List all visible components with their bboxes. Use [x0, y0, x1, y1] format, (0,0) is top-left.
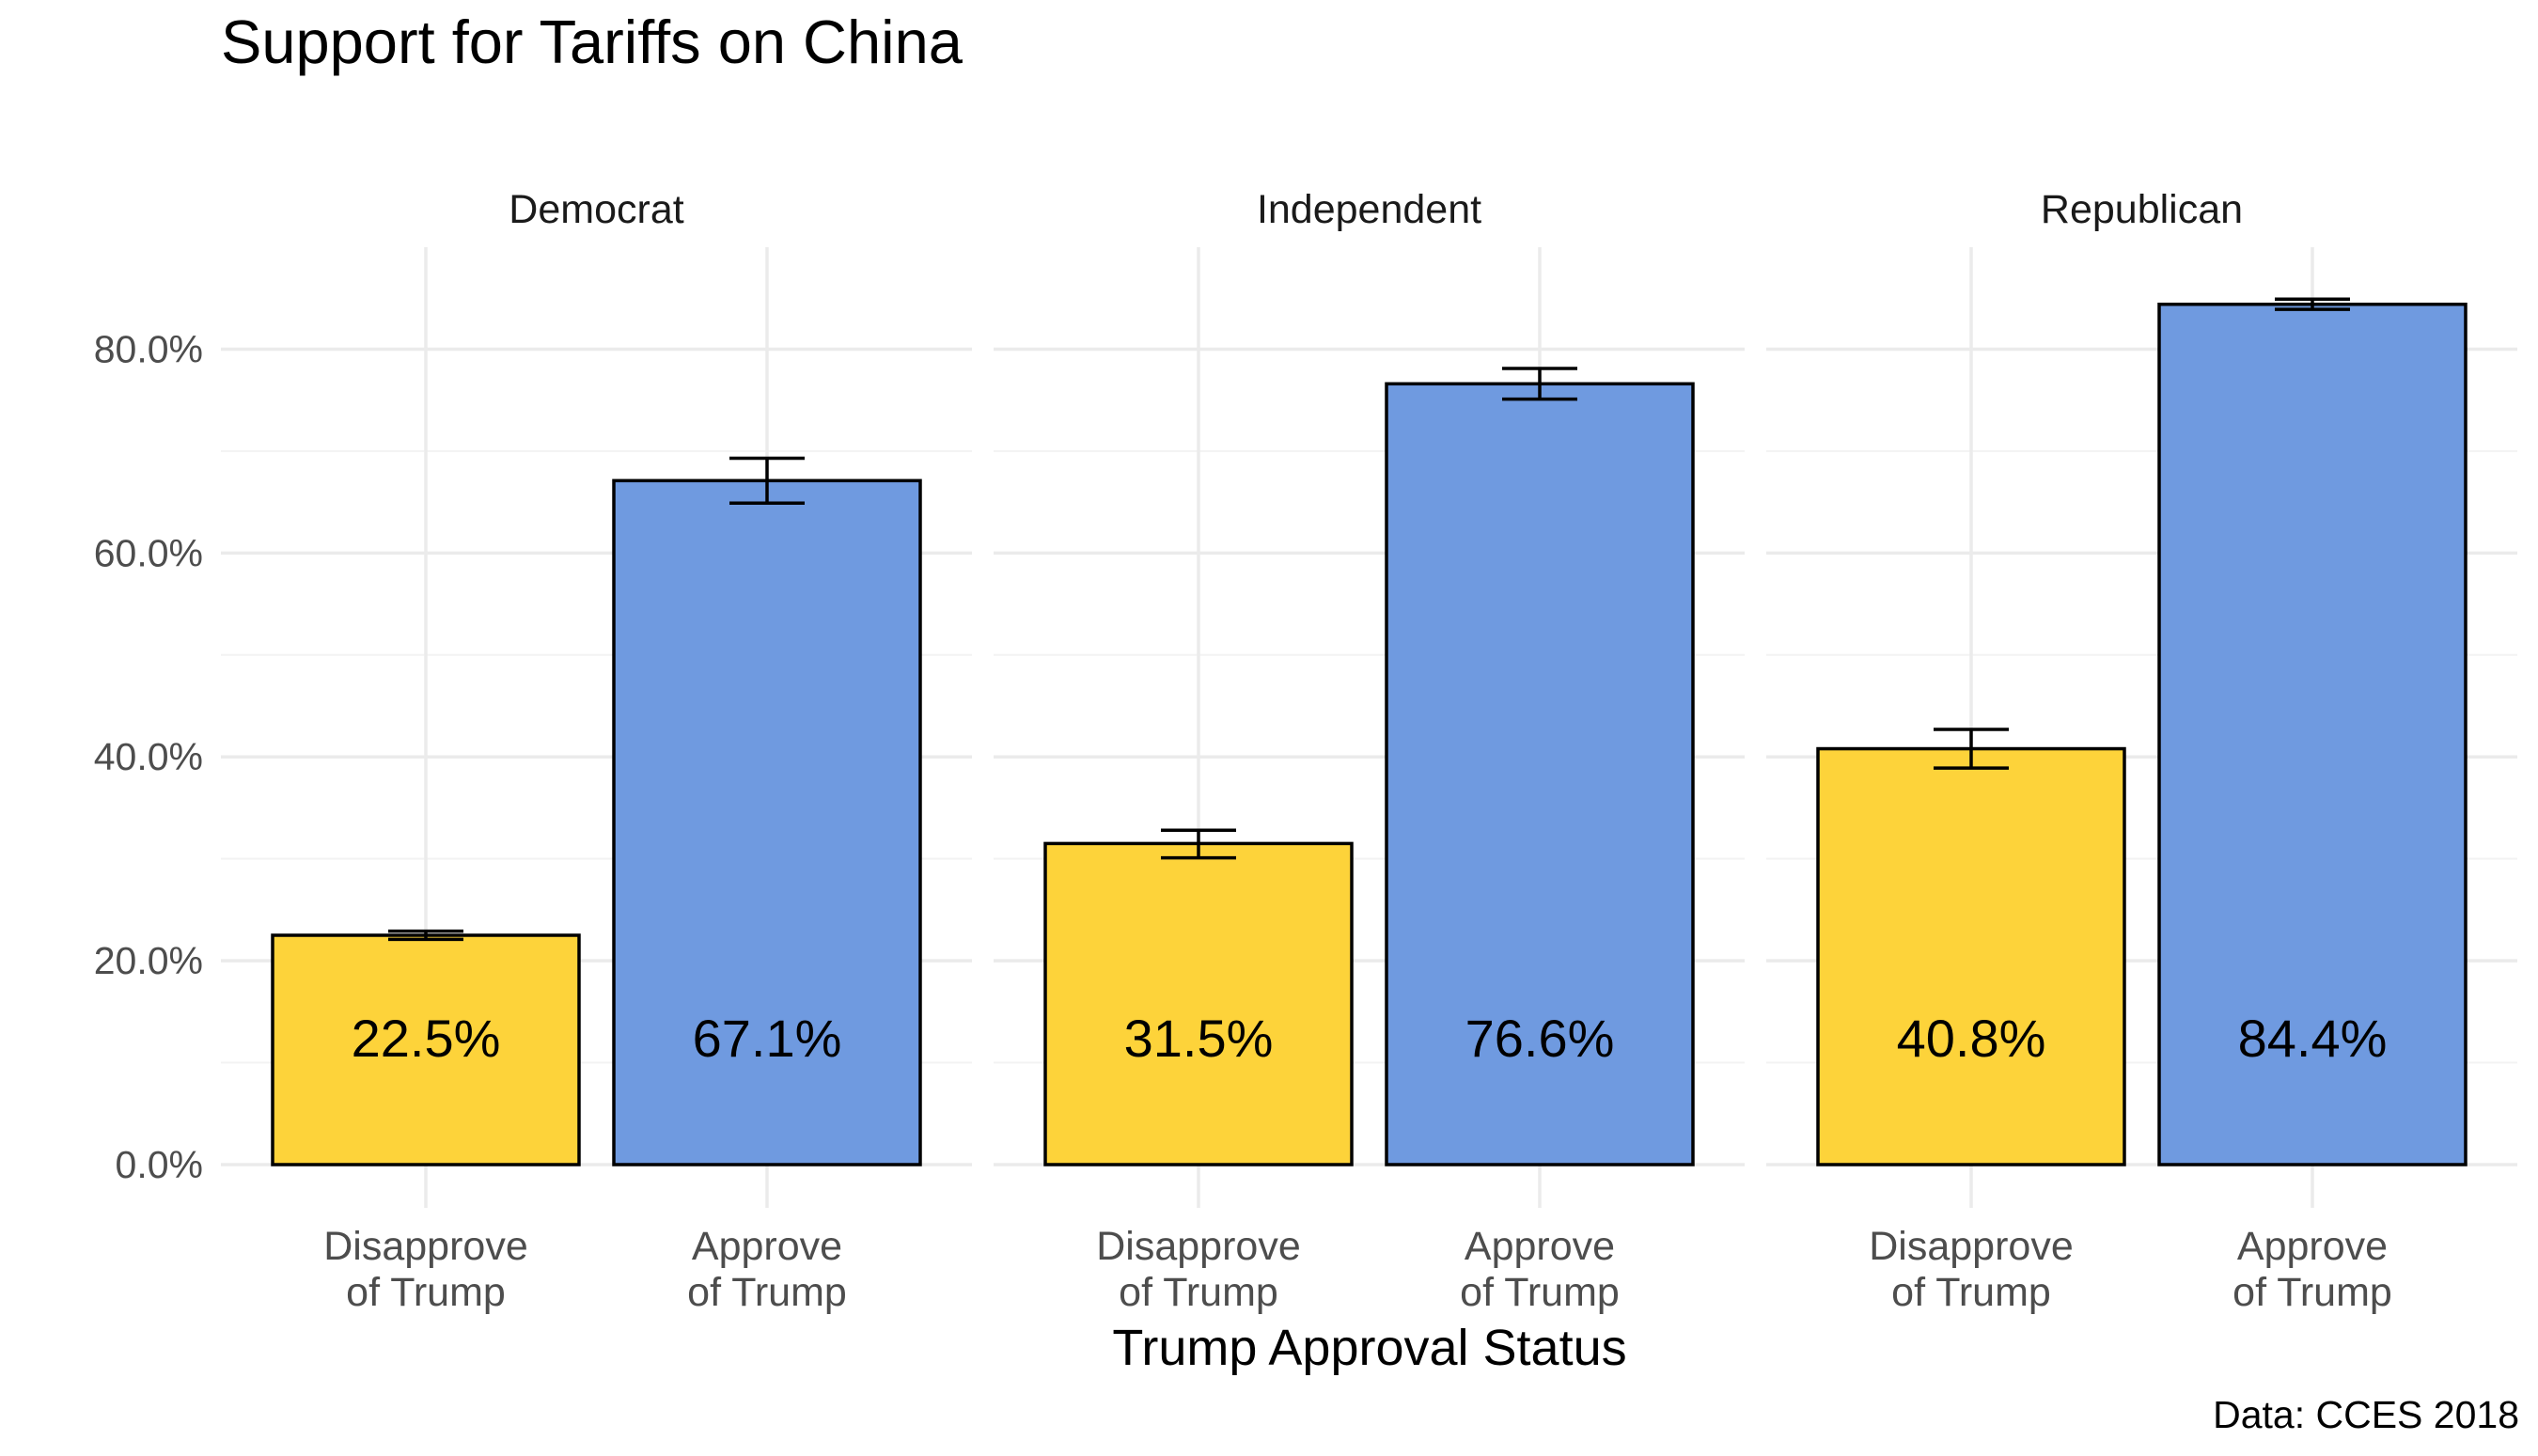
x-tick-label: Disapprove of Trump: [1096, 1224, 1301, 1315]
facet-strip-label: Independent: [1257, 187, 1481, 232]
bar-data-label: 67.1%: [693, 1009, 842, 1068]
facet-independent: Independent 31.5% Disapprove of Trump 76.6% A…: [1043, 187, 1695, 1315]
bar: [612, 478, 922, 1166]
facet-strip-label: Republican: [2041, 187, 2243, 232]
bar: [2157, 302, 2468, 1166]
y-axis: 0.0% 20.0% 40.0% 60.0% 80.0%: [94, 327, 203, 1186]
y-tick-label: 60.0%: [94, 531, 203, 574]
x-tick-label: Approve of Trump: [2232, 1224, 2392, 1315]
y-tick-label: 20.0%: [94, 939, 203, 982]
y-tick-label: 0.0%: [116, 1143, 203, 1186]
bar-data-label: 31.5%: [1124, 1009, 1274, 1068]
facet-democrat: Democrat 22.5% Disapprove of Trump 67.1% Appr…: [271, 187, 922, 1315]
y-tick-label: 80.0%: [94, 327, 203, 370]
x-tick-label: Approve of Trump: [1460, 1224, 1620, 1315]
bar-data-label: 22.5%: [352, 1009, 501, 1068]
x-axis-label: Trump Approval Status: [1112, 1320, 1626, 1376]
bar-data-label: 84.4%: [2238, 1009, 2388, 1068]
facet-strip-label: Democrat: [509, 187, 683, 232]
bar: [1816, 746, 2126, 1166]
chart-title: Support for Tariffs on China: [221, 8, 964, 76]
x-tick-label: Approve of Trump: [687, 1224, 847, 1315]
x-tick-label: Disapprove of Trump: [323, 1224, 528, 1315]
bar-data-label: 40.8%: [1897, 1009, 2046, 1068]
facet-panels: Democrat 22.5% Disapprove of Trump 67.1% Appr…: [271, 187, 2468, 1315]
bar: [1043, 841, 1354, 1166]
y-tick-label: 40.0%: [94, 735, 203, 778]
bar-data-label: 76.6%: [1465, 1009, 1615, 1068]
bar: [1385, 382, 1695, 1166]
chart-caption: Data: CCES 2018: [2213, 1393, 2519, 1436]
facet-republican: Republican 40.8% Disapprove of Trump 84.4% Ap…: [1816, 187, 2468, 1315]
x-tick-label: Disapprove of Trump: [1869, 1224, 2074, 1315]
bar: [271, 933, 581, 1166]
